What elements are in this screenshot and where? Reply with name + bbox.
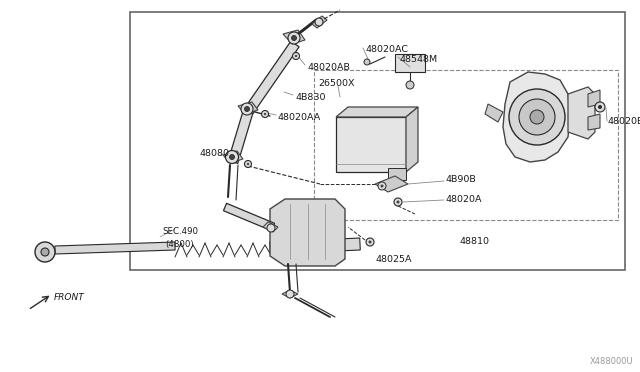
Circle shape (225, 151, 239, 164)
Text: 4B90B: 4B90B (445, 176, 476, 185)
Circle shape (530, 110, 544, 124)
Polygon shape (55, 242, 175, 254)
Polygon shape (223, 151, 243, 163)
Text: 48020AA: 48020AA (278, 112, 321, 122)
Polygon shape (282, 290, 298, 298)
Circle shape (267, 224, 275, 232)
Polygon shape (588, 114, 600, 130)
Polygon shape (336, 107, 418, 117)
Circle shape (295, 55, 297, 57)
Text: X488000U: X488000U (590, 357, 634, 366)
Polygon shape (283, 30, 305, 44)
Text: SEC.490: SEC.490 (162, 228, 198, 237)
Text: 48020B: 48020B (608, 118, 640, 126)
Text: 4B830: 4B830 (295, 93, 326, 102)
Bar (336, 117, 406, 172)
Circle shape (286, 290, 294, 298)
Circle shape (364, 59, 370, 65)
Circle shape (381, 185, 383, 187)
Circle shape (244, 106, 250, 112)
Bar (395, 54, 425, 72)
Circle shape (519, 99, 555, 135)
Bar (314, 70, 618, 220)
Bar (388, 168, 406, 180)
Circle shape (244, 160, 252, 167)
Text: 48080: 48080 (200, 150, 230, 158)
Circle shape (291, 35, 296, 41)
Text: 48810: 48810 (460, 237, 490, 247)
Text: 26500X: 26500X (318, 80, 355, 89)
Circle shape (598, 105, 602, 109)
Circle shape (394, 198, 402, 206)
Polygon shape (269, 238, 360, 254)
Text: (4800): (4800) (165, 241, 194, 250)
Polygon shape (270, 199, 345, 266)
Circle shape (595, 102, 605, 112)
Text: 48020A: 48020A (445, 196, 481, 205)
Polygon shape (375, 176, 408, 192)
Polygon shape (568, 87, 595, 139)
Text: 48025A: 48025A (375, 256, 412, 264)
Polygon shape (485, 104, 503, 122)
Polygon shape (312, 16, 327, 28)
Circle shape (397, 201, 399, 203)
Circle shape (369, 241, 371, 244)
Circle shape (262, 110, 269, 118)
Circle shape (264, 113, 266, 115)
Polygon shape (588, 90, 600, 107)
Text: FRONT: FRONT (54, 292, 84, 301)
Polygon shape (238, 102, 258, 114)
Polygon shape (263, 222, 278, 232)
Circle shape (509, 89, 565, 145)
Circle shape (35, 242, 55, 262)
Circle shape (292, 52, 300, 60)
Polygon shape (244, 41, 299, 115)
Circle shape (288, 32, 300, 44)
Polygon shape (228, 110, 253, 163)
Bar (130, 12, 625, 270)
Circle shape (41, 248, 49, 256)
Text: 48548M: 48548M (400, 55, 438, 64)
Circle shape (366, 238, 374, 246)
Polygon shape (406, 107, 418, 172)
Circle shape (247, 163, 249, 165)
Circle shape (241, 103, 253, 115)
Polygon shape (503, 72, 570, 162)
Circle shape (378, 182, 386, 190)
Circle shape (230, 154, 234, 160)
Text: 48020AC: 48020AC (365, 45, 408, 54)
Circle shape (315, 18, 323, 26)
Polygon shape (223, 203, 275, 231)
Circle shape (406, 81, 414, 89)
Text: 48020AB: 48020AB (308, 62, 351, 71)
